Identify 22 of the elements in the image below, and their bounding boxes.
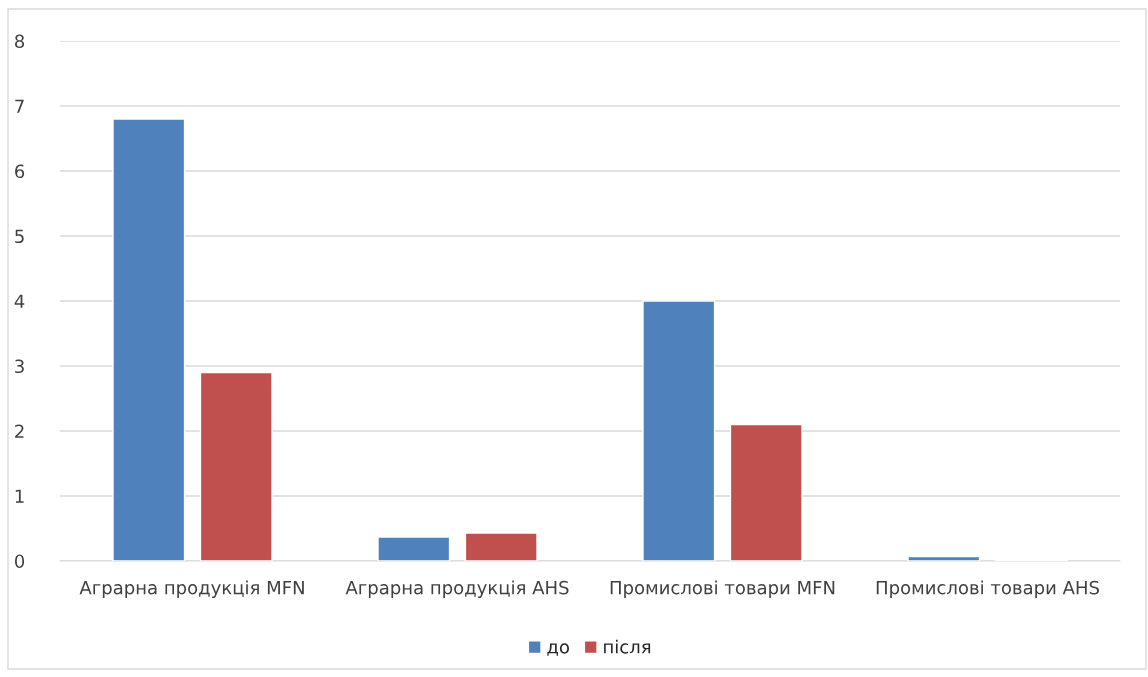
bar [112, 118, 186, 561]
bar [907, 555, 981, 561]
bar [464, 532, 538, 561]
y-tick-label: 5 [15, 229, 24, 244]
legend-label: до [547, 643, 569, 656]
x-tick-label: Аграрна продукція AHS [345, 580, 569, 598]
y-tick-label: 4 [14, 294, 25, 308]
legend-label: після [604, 639, 651, 654]
bar [729, 423, 803, 561]
bar [199, 371, 273, 561]
bar [377, 536, 451, 561]
y-tick-label: 8 [15, 34, 25, 49]
x-tick-label: Промислові товари AHS [876, 580, 1099, 598]
y-tick-label: 0 [14, 554, 25, 569]
y-tick-label: 6 [15, 164, 25, 179]
y-tick-label: 3 [15, 359, 24, 374]
x-tick-label: Промислові товари MFN [610, 580, 835, 598]
y-tick-label: 7 [15, 99, 24, 113]
y-tick-label: 1 [15, 489, 24, 503]
y-tick-label: 2 [15, 424, 24, 438]
bar [642, 300, 716, 561]
x-tick-label: Аграрна продукція MFN [79, 580, 304, 598]
